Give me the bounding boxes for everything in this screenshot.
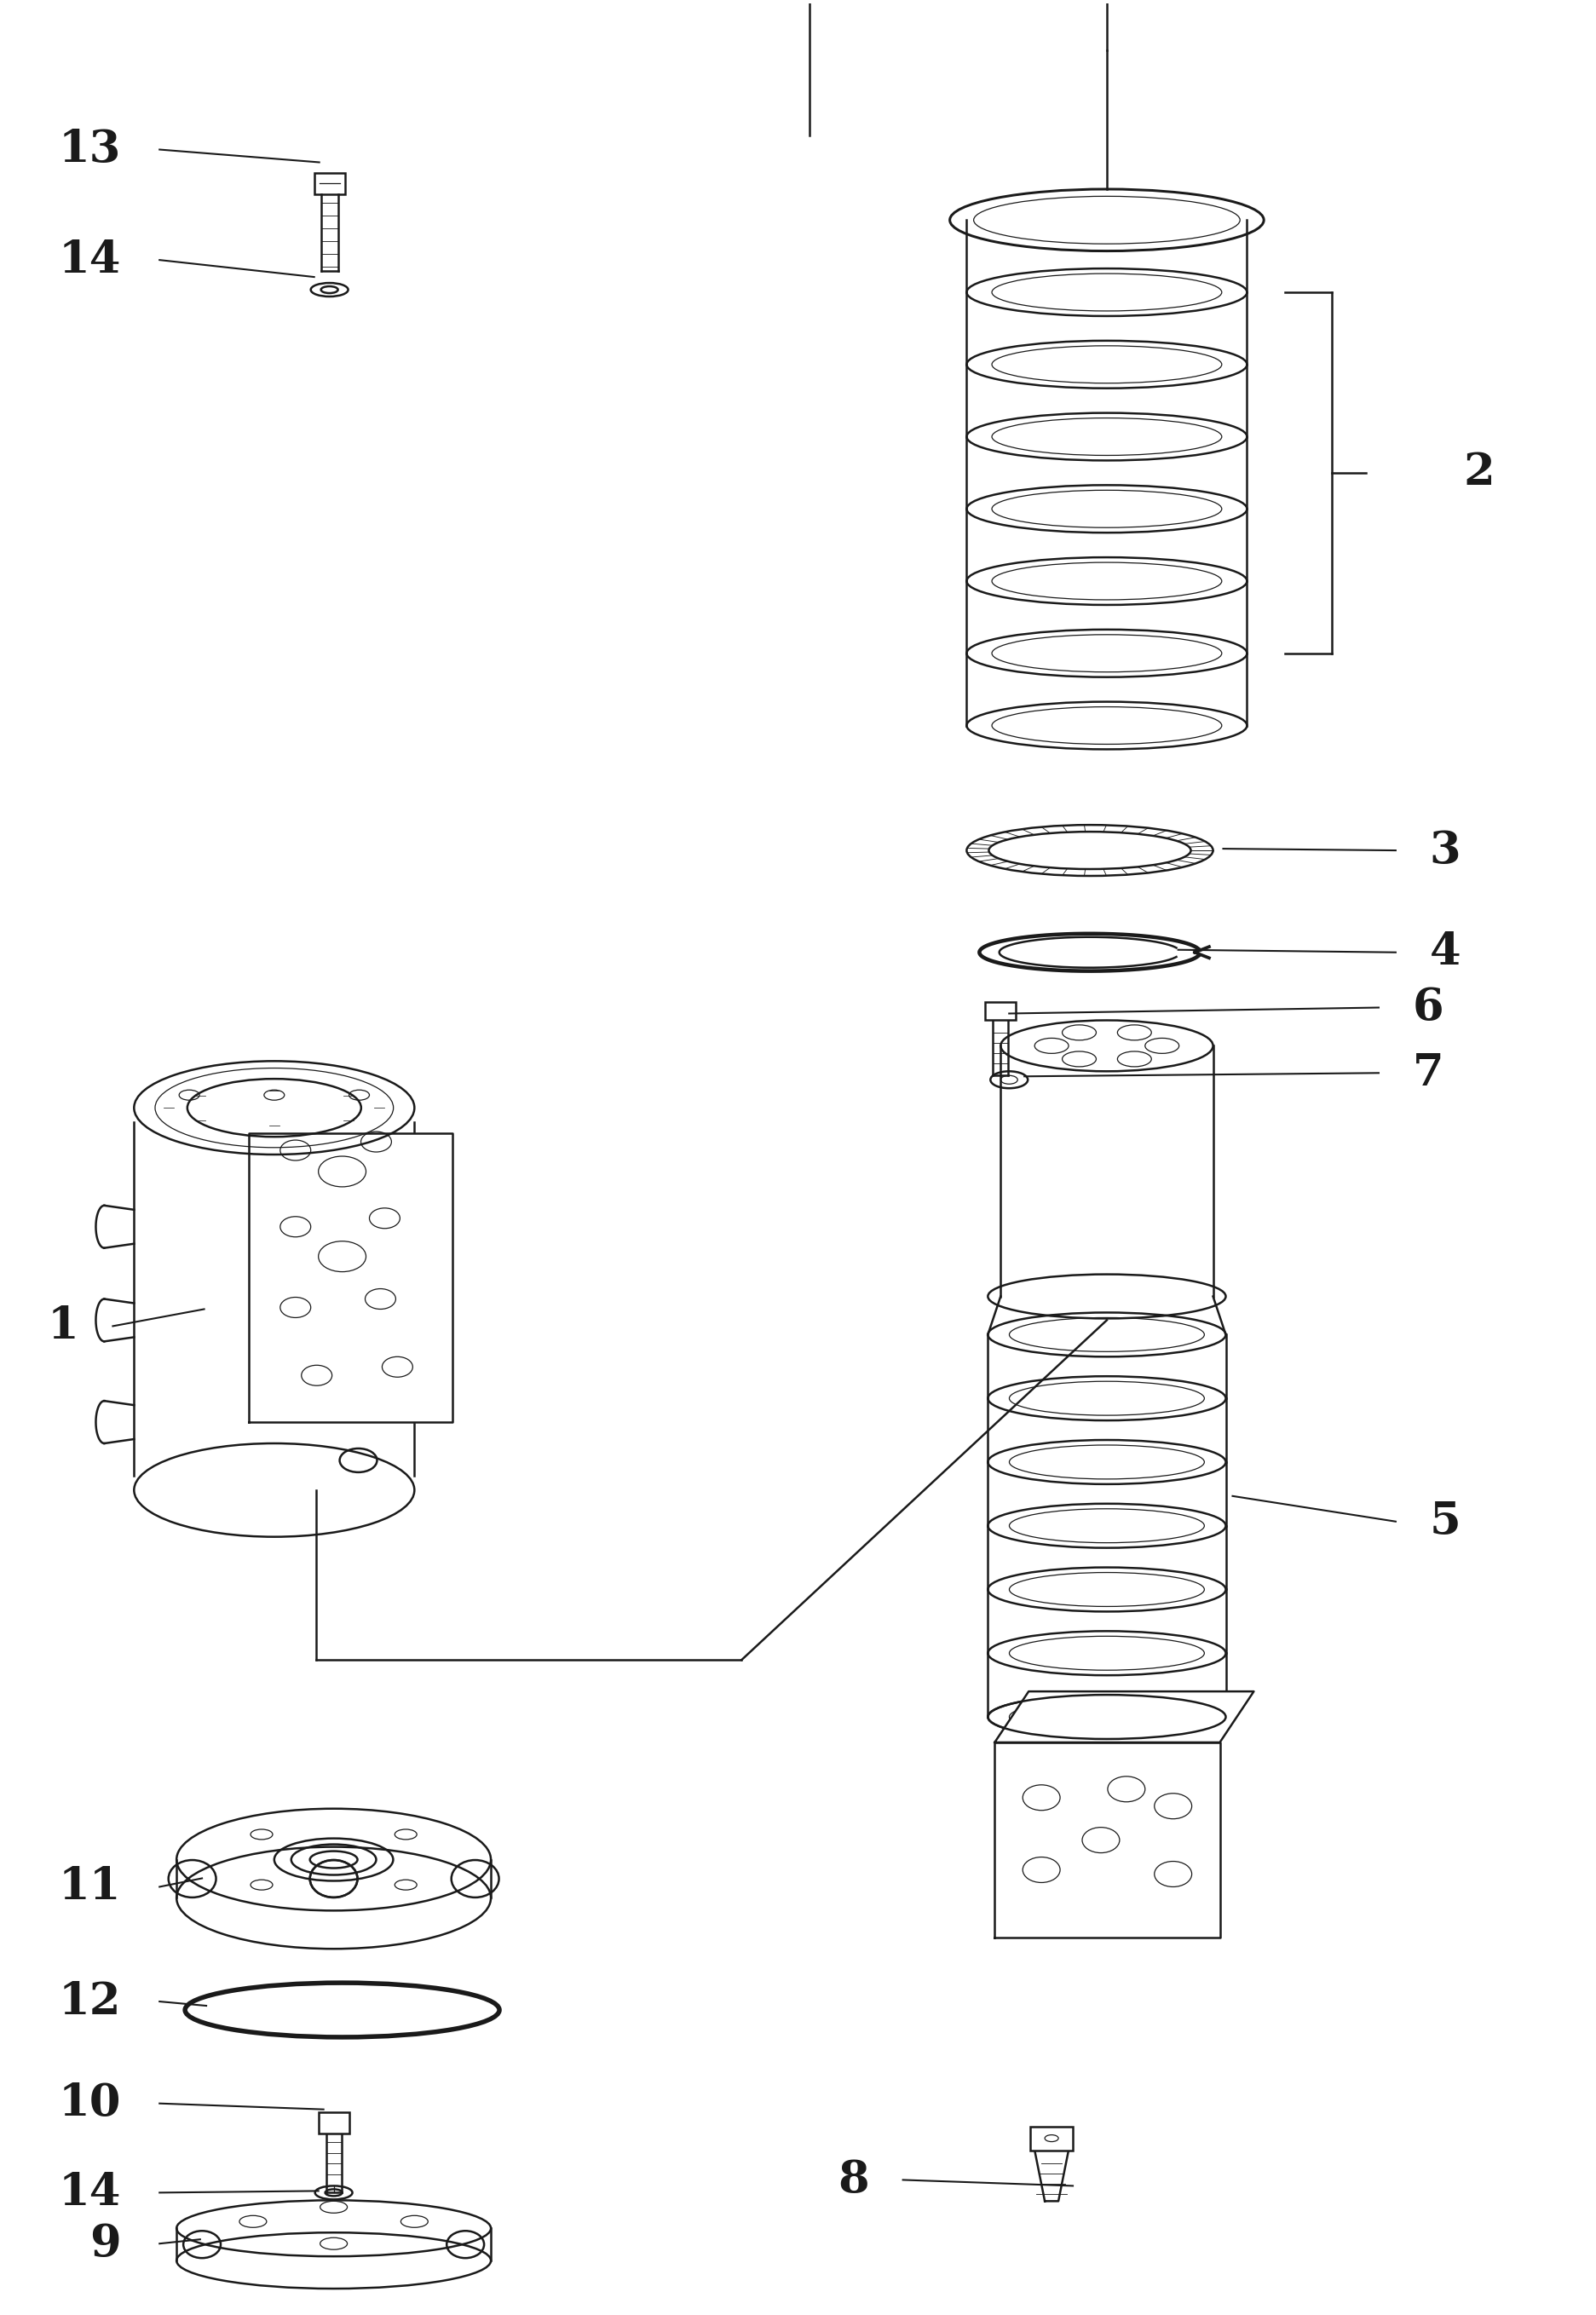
Text: 14: 14 [59, 238, 121, 282]
Text: 4: 4 [1430, 931, 1460, 975]
Text: 10: 10 [59, 2081, 121, 2125]
Text: 3: 3 [1430, 829, 1460, 873]
Polygon shape [1034, 2151, 1069, 2202]
Bar [319, 2111, 350, 2132]
Text: 12: 12 [59, 1979, 121, 2023]
Polygon shape [249, 1134, 453, 1421]
Text: 6: 6 [1412, 986, 1444, 1030]
Text: 13: 13 [59, 127, 121, 171]
Text: 11: 11 [59, 1866, 121, 1908]
Text: 9: 9 [89, 2222, 121, 2266]
Polygon shape [994, 1692, 1254, 1743]
Text: 14: 14 [59, 2171, 121, 2215]
Bar [1031, 2127, 1073, 2151]
Text: 5: 5 [1430, 1500, 1460, 1544]
Bar [314, 174, 345, 194]
Text: 2: 2 [1464, 451, 1495, 495]
Text: 8: 8 [838, 2158, 868, 2202]
Polygon shape [994, 1743, 1219, 1938]
Text: 7: 7 [1412, 1051, 1444, 1095]
Text: 1: 1 [48, 1303, 78, 1347]
Bar [985, 1002, 1017, 1021]
